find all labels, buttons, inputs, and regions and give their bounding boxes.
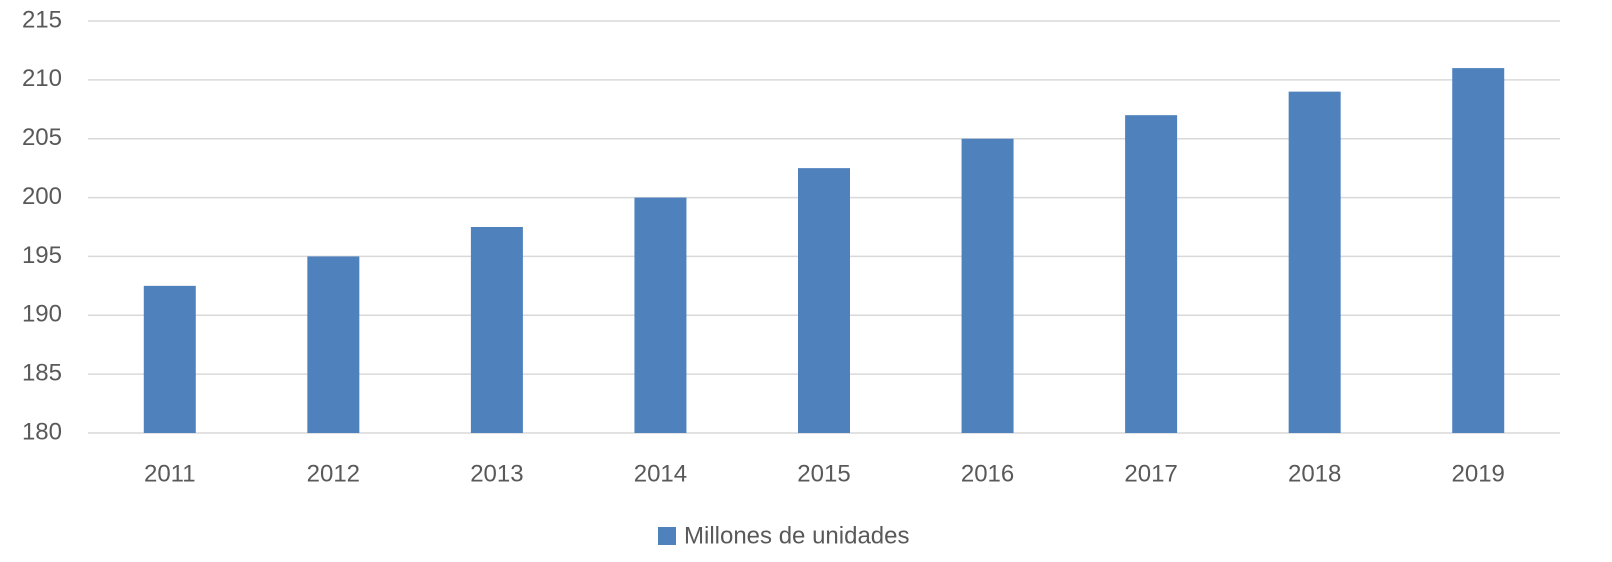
bar (143, 285, 196, 433)
bar (798, 168, 850, 433)
x-tick-label: 2015 (797, 460, 850, 487)
legend-label: Millones de unidades (684, 522, 909, 549)
y-tick-label: 180 (22, 418, 62, 445)
bar (1288, 91, 1341, 433)
x-tick-label: 2016 (961, 460, 1014, 487)
bar (307, 256, 360, 433)
y-tick-label: 210 (22, 65, 62, 92)
y-tick-label: 185 (22, 359, 62, 386)
bar (1125, 115, 1178, 434)
y-tick-label: 190 (22, 301, 62, 328)
x-tick-label: 2019 (1452, 460, 1505, 487)
y-tick-label: 195 (22, 242, 62, 269)
x-tick-label: 2014 (634, 460, 687, 487)
bar (470, 227, 523, 433)
bar (961, 138, 1014, 433)
y-tick-label: 205 (22, 124, 62, 151)
x-tick-label: 2018 (1288, 460, 1341, 487)
x-tick-label: 2011 (144, 460, 196, 487)
y-tick-label: 215 (22, 6, 62, 33)
x-tick-label: 2017 (1124, 460, 1177, 487)
x-tick-label: 2012 (307, 460, 360, 487)
x-tick-label: 2013 (470, 460, 523, 487)
y-tick-label: 200 (22, 183, 62, 210)
legend-swatch (658, 527, 676, 545)
bar (634, 197, 687, 433)
bar (1452, 68, 1505, 433)
